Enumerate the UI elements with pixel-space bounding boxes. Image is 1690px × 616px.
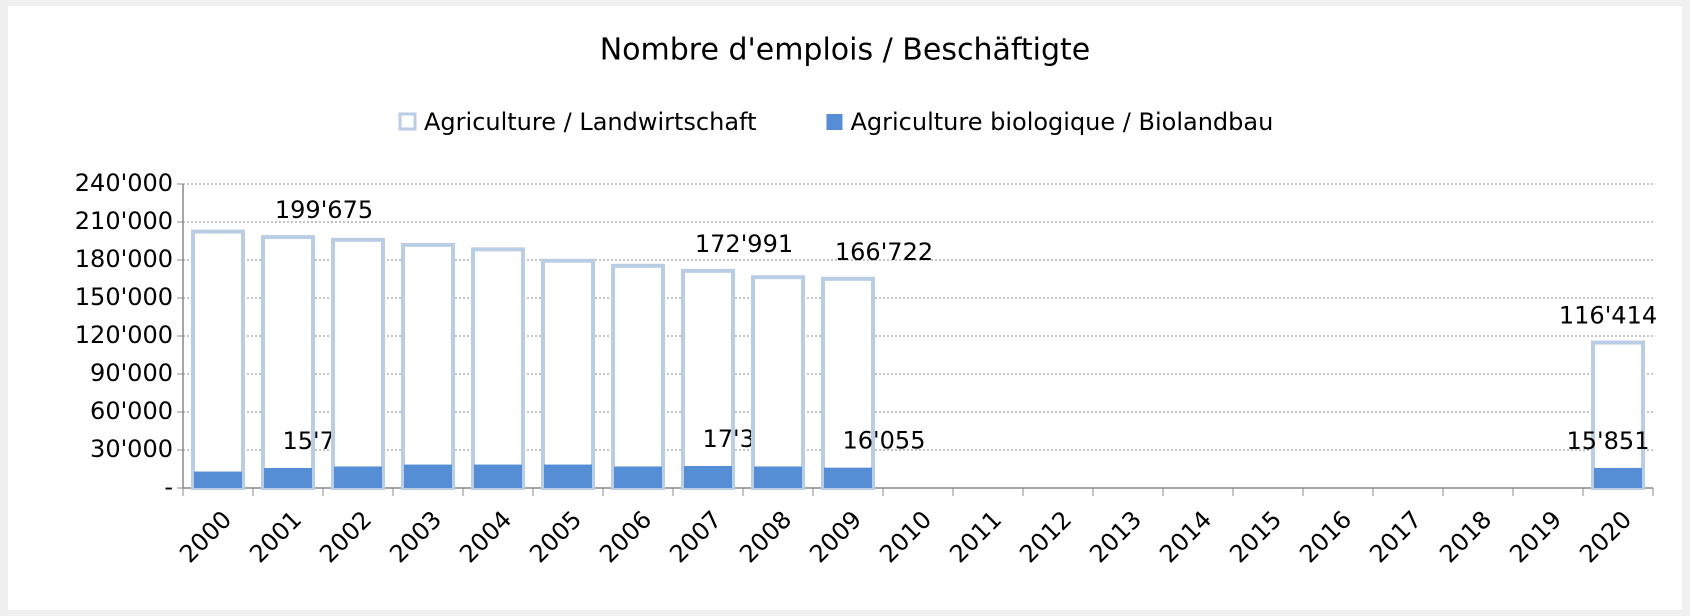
legend-label: Agriculture / Landwirtschaft (424, 108, 756, 136)
y-tick-label: 30'000 (90, 435, 173, 463)
y-tick-label: 60'000 (90, 397, 173, 425)
bar (681, 268, 735, 490)
y-tick-label: 150'000 (75, 283, 173, 311)
y-tick-label: 210'000 (75, 207, 173, 235)
bar (264, 467, 312, 488)
bar (544, 464, 592, 488)
y-tick-label: 240'000 (75, 169, 173, 197)
bar (401, 242, 455, 490)
bar (331, 237, 385, 490)
bar (194, 471, 242, 488)
y-tick-label: 90'000 (90, 359, 173, 387)
y-tick-label: 180'000 (75, 245, 173, 273)
bar (754, 466, 802, 488)
bar (471, 247, 525, 490)
data-label: 16'055 (843, 427, 926, 455)
legend-label: Agriculture biologique / Biolandbau (850, 108, 1273, 136)
bar (614, 466, 662, 488)
bar (334, 466, 382, 488)
data-label: 199'675 (275, 196, 373, 224)
y-tick-label: 120'000 (75, 321, 173, 349)
bar (684, 466, 732, 488)
y-tick-label: - (164, 473, 173, 501)
legend-swatch (826, 114, 843, 130)
legend-swatch (398, 112, 417, 131)
data-label: 166'722 (835, 238, 933, 266)
bar (541, 258, 595, 490)
chart-title: Nombre d'emplois / Beschäftigte (600, 33, 1091, 68)
bar (821, 276, 875, 490)
data-label: 116'414 (1559, 302, 1657, 330)
bar (751, 275, 805, 491)
bar (824, 467, 872, 488)
data-label: 172'991 (695, 230, 793, 258)
bar (261, 235, 315, 490)
data-label: 15'851 (1567, 427, 1650, 455)
bar (191, 229, 245, 490)
bar (474, 464, 522, 488)
bar (611, 263, 665, 490)
bar (1594, 467, 1642, 488)
bar (404, 464, 452, 488)
bar (1591, 340, 1645, 490)
